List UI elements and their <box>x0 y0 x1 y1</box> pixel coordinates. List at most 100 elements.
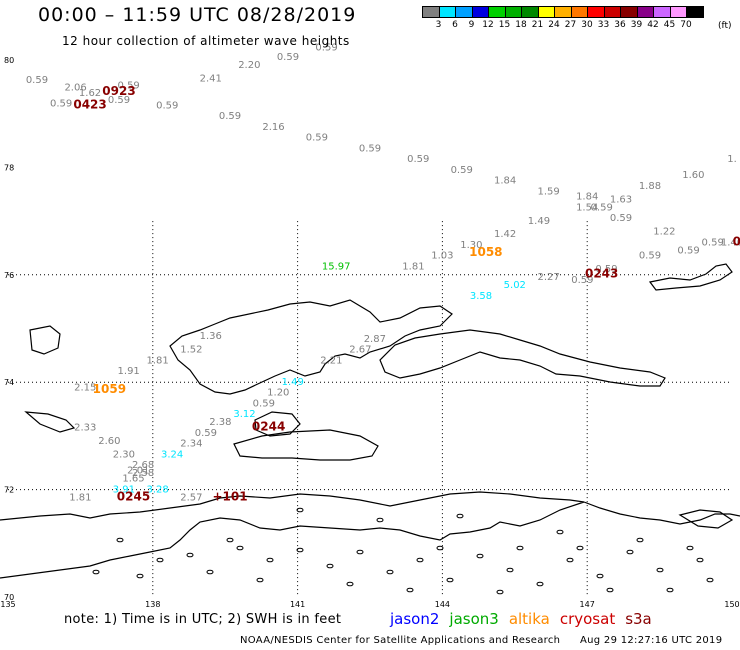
legend-swatch <box>537 6 555 18</box>
wave-height-value: 2.27 <box>537 272 559 283</box>
wave-height-value: 0.59 <box>702 237 724 248</box>
wave-height-value: 1.59 <box>537 186 559 197</box>
latitude-labels: 80 78 76 74 72 70 <box>4 56 14 602</box>
wave-height-value: 1.81 <box>69 492 91 503</box>
wave-height-value: 15.97 <box>322 261 351 272</box>
lake <box>226 537 234 543</box>
legend-swatch <box>620 6 638 18</box>
wave-height-value: 0.59 <box>118 80 140 91</box>
legend-swatch <box>504 6 522 18</box>
wave-height-value: 0.59 <box>315 42 337 53</box>
legend-swatch <box>669 6 687 18</box>
legend-swatches <box>422 6 704 18</box>
legend-swatch <box>488 6 506 18</box>
wave-height-value: 3.91 <box>113 484 135 495</box>
legend-swatch <box>603 6 621 18</box>
wave-height-value: 3.28 <box>146 484 168 495</box>
lat-label: 78 <box>4 163 14 172</box>
wave-height-value: 1.81 <box>146 355 168 366</box>
map-title: 00:00 – 11:59 UTC 08/28/2019 <box>38 4 357 26</box>
lake <box>656 567 664 573</box>
wave-height-value: 0.59 <box>639 251 661 262</box>
lake <box>92 569 100 575</box>
coastline-mainland-east <box>583 501 740 525</box>
legend-swatch <box>587 6 605 18</box>
wave-height-value: 0.59 <box>595 264 617 275</box>
wave-height-value: 0.59 <box>359 143 381 154</box>
wave-height-value: 3.58 <box>470 291 492 302</box>
lake <box>256 577 264 583</box>
legend-label: 30 <box>581 20 593 30</box>
wave-height-value: 1.91 <box>118 366 140 377</box>
pass-time-label: 0245 <box>117 489 150 503</box>
wave-height-value: 0.59 <box>407 154 429 165</box>
wave-height-value: 1.30 <box>460 240 482 251</box>
pass-time-label: 0923 <box>102 84 135 98</box>
pass-time-label: 1059 <box>93 382 126 396</box>
coastline-island-southeast <box>678 509 734 529</box>
lake <box>686 545 694 551</box>
legend-swatch <box>438 6 456 18</box>
wave-height-value: 1.20 <box>267 388 289 399</box>
lake <box>476 553 484 559</box>
lake <box>406 587 414 593</box>
pass-time-label: 0244 <box>252 420 285 434</box>
lake <box>346 581 354 587</box>
lake <box>536 581 544 587</box>
credit-text: NOAA/NESDIS Center for Satellite Applica… <box>240 635 561 646</box>
lake <box>576 545 584 551</box>
lon-label: 150 <box>724 600 739 609</box>
lat-label: 72 <box>4 486 14 495</box>
lake <box>706 577 714 583</box>
lon-label: 141 <box>290 600 305 609</box>
legend-label: 27 <box>564 20 577 30</box>
lake <box>596 573 604 579</box>
wave-height-value: 0.59 <box>253 398 275 409</box>
legend-swatch <box>455 6 473 18</box>
wave-height-value: 2.15 <box>74 382 96 393</box>
lake <box>626 549 634 555</box>
pass-time-label: 0423 <box>73 97 106 111</box>
wave-height-value: 1.36 <box>200 331 222 342</box>
map-subtitle: 12 hour collection of altimeter wave hei… <box>62 34 350 48</box>
lat-label: 70 <box>4 593 14 602</box>
wave-height-value: 2.21 <box>320 355 342 366</box>
coastline-small-island-west <box>29 325 61 355</box>
footer-note: note: 1) Time is in UTC; 2) SWH is in fe… <box>64 612 342 627</box>
legend-label: 42 <box>647 20 659 30</box>
wave-height-value: 0.59 <box>306 133 328 144</box>
legend-label: 12 <box>482 20 494 30</box>
wave-height-value: 1.84 <box>494 176 516 187</box>
lake <box>456 513 464 519</box>
satellite-name: jason2 <box>390 610 440 628</box>
wave-height-value: 0.59 <box>571 275 593 286</box>
coastline <box>0 263 740 579</box>
legend-swatch <box>570 6 588 18</box>
wave-height-value: 1.22 <box>653 227 675 238</box>
lake <box>496 589 504 595</box>
wave-height-value: 0.59 <box>50 99 72 110</box>
wave-height-value: 2.68 <box>132 460 154 471</box>
lake <box>236 545 244 551</box>
lon-label: 144 <box>435 600 450 609</box>
legend-label: 24 <box>548 20 560 30</box>
legend-unit: (ft) <box>718 21 732 31</box>
legend-swatch <box>554 6 572 18</box>
wave-height-value: 1.81 <box>402 261 424 272</box>
wave-height-value: 0.59 <box>451 165 473 176</box>
legend-label: 15 <box>498 20 511 30</box>
wave-height-value: 1.42 <box>494 229 516 240</box>
legend-label: 39 <box>630 20 643 30</box>
legend-labels: 3 6 9 12 15 18 21 24 27 30 33 36 39 42 45 70 <box>422 18 703 32</box>
lat-label: 76 <box>4 271 14 280</box>
wave-height-value: 0.59 <box>277 52 299 63</box>
coastline-island-east-far <box>648 263 733 291</box>
legend-label: 36 <box>614 20 626 30</box>
lon-label: 135 <box>0 600 15 609</box>
wave-height-value: 1.54 <box>576 202 598 213</box>
wave-height-value: 2.20 <box>238 60 260 71</box>
wave-height-value: 1. <box>727 154 737 165</box>
lat-lon-grid <box>8 221 732 597</box>
